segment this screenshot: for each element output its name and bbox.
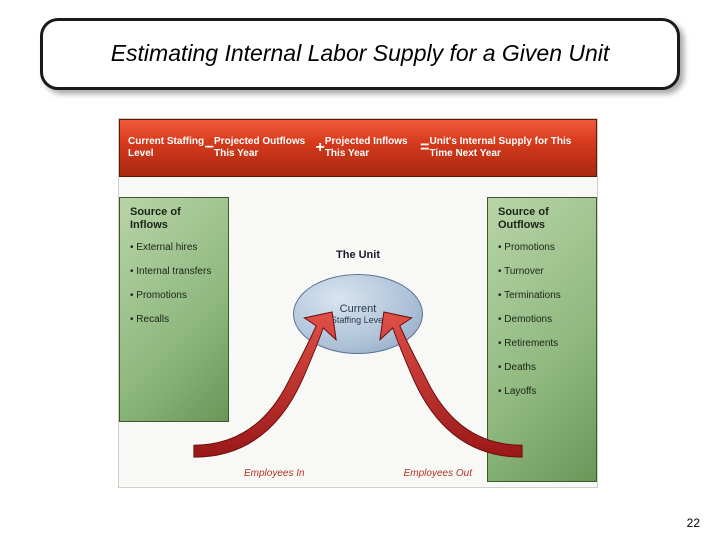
outflows-title: Source of Outflows	[498, 206, 586, 232]
formula-bar: Current Staffing Level − Projected Outfl…	[119, 119, 597, 177]
outflows-panel: Source of Outflows • Promotions • Turnov…	[487, 197, 597, 482]
list-item: • Deaths	[498, 362, 586, 374]
list-item: • Retirements	[498, 338, 586, 350]
slide-title: Estimating Internal Labor Supply for a G…	[111, 40, 610, 68]
list-item: • Demotions	[498, 314, 586, 326]
formula-term-2: Projected Outflows This Year	[214, 136, 315, 160]
list-item: • Terminations	[498, 290, 586, 302]
formula-term-4: Unit's Internal Supply for This Time Nex…	[430, 136, 589, 160]
equals-operator: =	[420, 139, 429, 157]
plus-operator: +	[315, 139, 324, 157]
staffing-oval: Current Staffing Level	[293, 274, 423, 354]
diagram-container: Current Staffing Level − Projected Outfl…	[118, 118, 598, 488]
employees-out-label: Employees Out	[404, 468, 472, 479]
minus-operator: −	[205, 139, 214, 157]
inflows-panel: Source of Inflows • External hires • Int…	[119, 197, 229, 422]
list-item: • Promotions	[498, 242, 586, 254]
slide-title-box: Estimating Internal Labor Supply for a G…	[40, 18, 680, 90]
employees-in-label: Employees In	[244, 468, 305, 479]
oval-line-1: Current	[340, 303, 377, 315]
formula-term-1: Current Staffing Level	[128, 136, 205, 160]
list-item: • Turnover	[498, 266, 586, 278]
inflows-title: Source of Inflows	[130, 206, 218, 232]
list-item: • Layoffs	[498, 386, 586, 398]
list-item: • Internal transfers	[130, 266, 218, 278]
list-item: • Recalls	[130, 314, 218, 326]
unit-label: The Unit	[336, 249, 380, 261]
page-number: 22	[687, 516, 700, 530]
oval-line-2: Staffing Level	[331, 315, 385, 325]
formula-term-3: Projected Inflows This Year	[325, 136, 420, 160]
list-item: • Promotions	[130, 290, 218, 302]
list-item: • External hires	[130, 242, 218, 254]
